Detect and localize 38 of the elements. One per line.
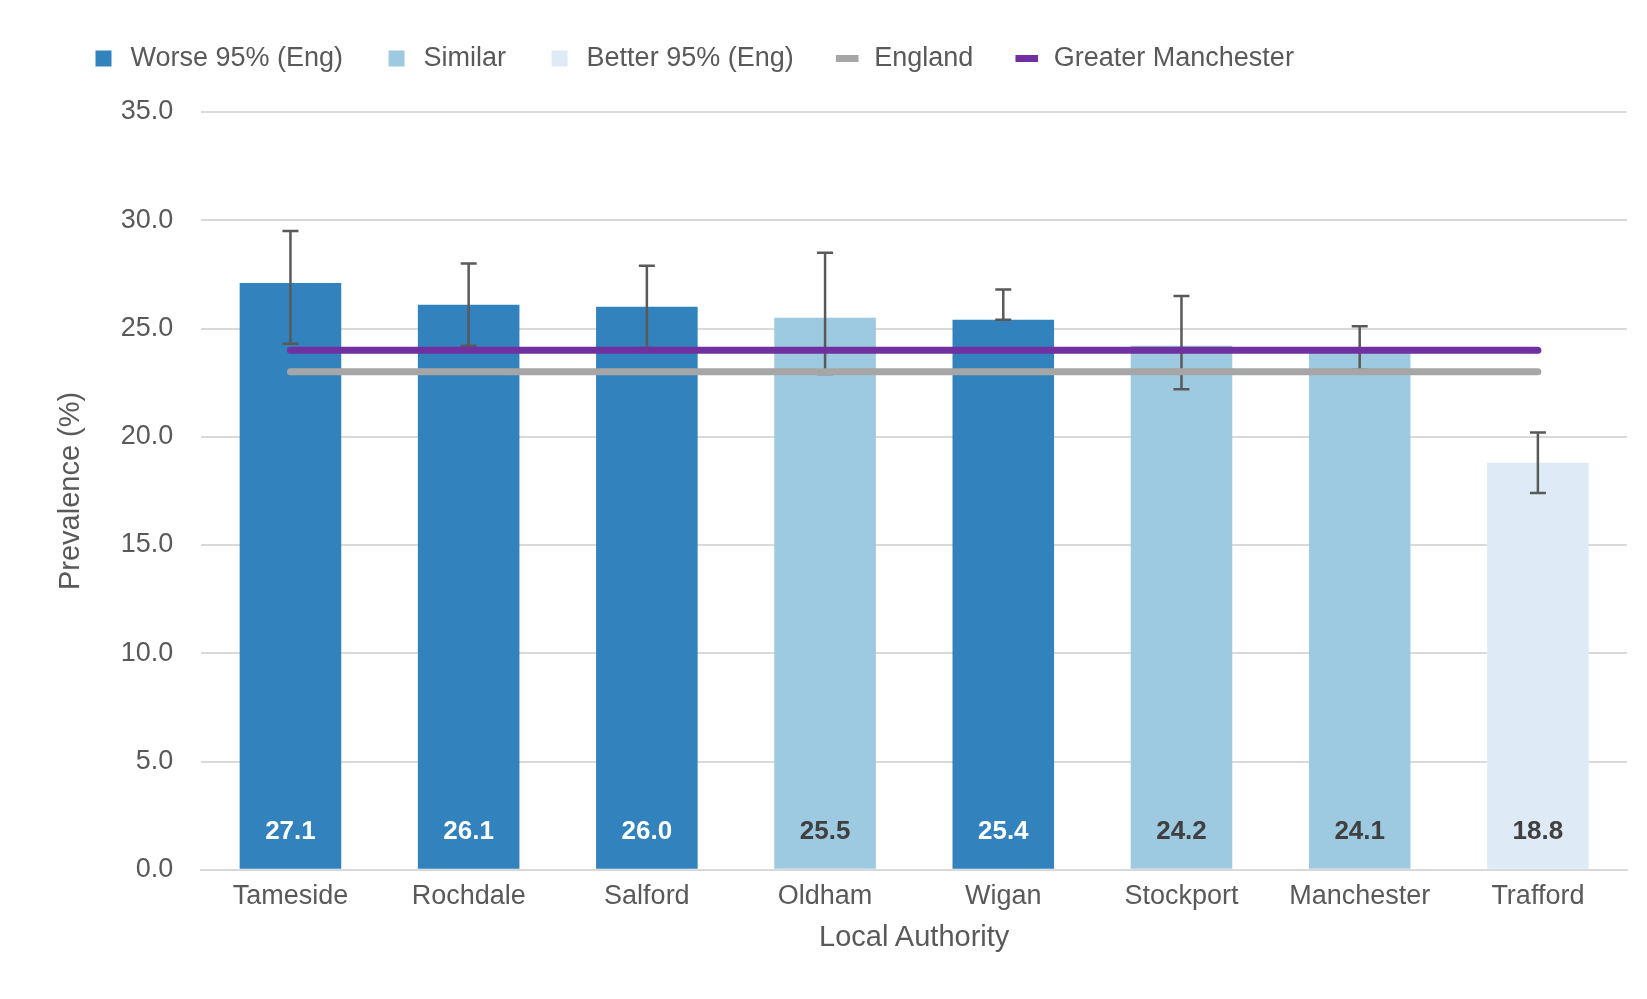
x-tick-label: Rochdale xyxy=(411,880,526,911)
data-label: 24.1 xyxy=(1334,814,1385,845)
data-label: 26.0 xyxy=(621,814,673,845)
legend-label: Greater Manchester xyxy=(1053,41,1294,72)
y-tick-label: 25.0 xyxy=(120,311,174,342)
data-label: 26.1 xyxy=(443,814,494,845)
bar xyxy=(239,283,342,869)
y-tick-label: 35.0 xyxy=(120,95,174,126)
bar xyxy=(952,319,1055,869)
x-axis-title: Local Authority xyxy=(819,919,1010,952)
data-label: 27.1 xyxy=(265,814,316,845)
data-label: 25.4 xyxy=(977,814,1030,845)
x-tick-label: Wigan xyxy=(965,880,1042,911)
legend-label: Similar xyxy=(423,41,507,72)
y-tick-label: 0.0 xyxy=(135,853,174,884)
bar xyxy=(774,317,876,869)
x-tick-label: Tameside xyxy=(232,880,349,911)
x-tick-label: Stockport xyxy=(1124,880,1239,911)
y-tick-label: 15.0 xyxy=(120,528,174,559)
y-tick-label: 30.0 xyxy=(120,203,174,234)
y-tick-label: 5.0 xyxy=(135,745,174,775)
y-tick-label: 20.0 xyxy=(120,420,174,451)
bar xyxy=(596,306,698,869)
y-tick-label: 10.0 xyxy=(120,636,174,667)
bar xyxy=(1487,462,1589,869)
data-label: 25.5 xyxy=(799,814,851,845)
legend-label: Worse 95% (Eng) xyxy=(130,41,344,72)
data-label: 24.2 xyxy=(1156,814,1207,845)
x-tick-label: Trafford xyxy=(1491,880,1585,911)
bar xyxy=(417,304,520,869)
data-label: 18.8 xyxy=(1512,814,1564,845)
y-axis-title: Prevalence (%) xyxy=(53,391,86,591)
x-tick-label: Manchester xyxy=(1289,880,1431,911)
x-tick-label: Oldham xyxy=(777,880,873,911)
legend-label: Better 95% (Eng) xyxy=(586,41,794,72)
x-tick-label: Salford xyxy=(604,880,690,911)
bar xyxy=(1130,345,1233,869)
legend-label: England xyxy=(874,41,974,72)
